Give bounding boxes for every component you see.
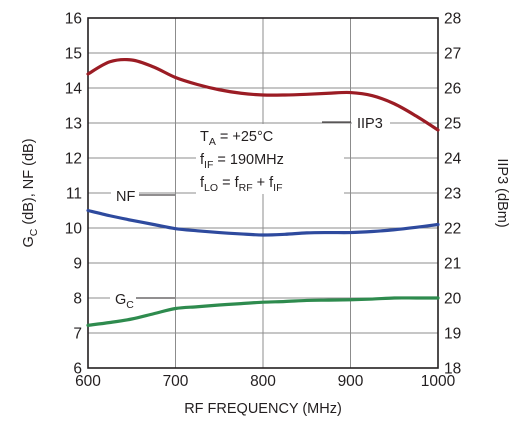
series-labels: IIP3 NF GC <box>110 113 390 311</box>
anno-flo-s3: IF <box>273 182 282 194</box>
y-tick-label-right: 22 <box>444 221 461 238</box>
series-line-iip3 <box>86 57 440 132</box>
x-tick-label: 900 <box>338 373 364 390</box>
annotation-temperature: TA = +25°C <box>200 129 273 148</box>
y-tick-label-left: 13 <box>65 116 82 133</box>
anno-flo-p2: = f <box>218 175 240 191</box>
x-tick-label: 700 <box>163 373 189 390</box>
annotation-lo-frequency: fLO = fRF + fIF <box>200 175 283 194</box>
anno-ta-sub: A <box>209 136 216 148</box>
ylabel-left-main: G <box>21 236 37 247</box>
anno-flo-p1: f <box>200 175 205 191</box>
annotation-background <box>196 124 344 194</box>
anno-flo-p3: + f <box>253 175 275 191</box>
label-gc-main: G <box>115 292 126 308</box>
annotation-if-frequency: fIF = 190MHz <box>200 152 284 171</box>
y-tick-label-right: 27 <box>444 46 461 63</box>
y-axis-title-right: IIP3 (dBm) <box>494 158 510 227</box>
plot-frame <box>87 17 439 369</box>
series-line-g <box>86 296 440 327</box>
x-tick-label: 600 <box>75 373 101 390</box>
y-tick-label-left: 6 <box>73 361 82 378</box>
label-nf-background <box>111 186 139 205</box>
x-tick-label: 1000 <box>421 373 456 390</box>
ylabel-left-rest: (dB), NF (dB) <box>21 138 37 228</box>
y-tick-label-right: 24 <box>444 151 462 168</box>
anno-fif-main: f <box>200 152 205 168</box>
label-gc: GC <box>115 292 134 311</box>
y-tick-label-left: 16 <box>65 11 82 28</box>
y-tick-label-right: 19 <box>444 326 461 343</box>
tick-labels: 600 700 800 900 1000 6 7 8 9 10 11 12 13 14 15 16 18 19 20… <box>65 11 462 391</box>
y-tick-label-right: 25 <box>444 116 461 133</box>
y-tick-label-right: 26 <box>444 81 461 98</box>
series-line-nf <box>86 208 440 237</box>
label-gc-sub: C <box>126 299 134 311</box>
series-lines <box>86 57 440 327</box>
label-iip3-background <box>352 113 390 132</box>
y-tick-label-left: 9 <box>73 256 82 273</box>
y-tick-label-left: 7 <box>73 326 82 343</box>
label-gc-background <box>110 288 136 310</box>
y-tick-label-right: 18 <box>444 361 461 378</box>
x-axis-title: RF FREQUENCY (MHz) <box>184 401 342 417</box>
label-iip3: IIP3 <box>357 116 383 132</box>
y-tick-label-right: 20 <box>444 291 462 308</box>
anno-flo-s2: RF <box>239 182 253 194</box>
anno-fif-rest: = 190MHz <box>213 152 284 168</box>
label-nf: NF <box>116 189 135 205</box>
ylabel-left-sub: C <box>28 228 40 236</box>
y-tick-label-left: 14 <box>65 81 83 98</box>
x-tick-label: 800 <box>250 373 276 390</box>
y-tick-label-left: 11 <box>66 186 82 203</box>
annotation-block: TA = +25°C fIF = 190MHz fLO = fRF + fIF <box>196 124 344 194</box>
y-tick-label-left: 10 <box>65 221 83 238</box>
y-tick-label-left: 12 <box>65 151 82 168</box>
y-tick-label-right: 23 <box>444 186 461 203</box>
anno-ta-rest: = +25°C <box>216 129 273 145</box>
anno-flo-s1: LO <box>204 182 218 194</box>
y-tick-label-left: 15 <box>65 46 82 63</box>
y-tick-label-right: 21 <box>444 256 461 273</box>
y-tick-label-right: 28 <box>444 11 461 28</box>
anno-ta-main: T <box>200 129 209 145</box>
anno-fif-sub: IF <box>204 159 213 171</box>
y-tick-label-left: 8 <box>73 291 82 308</box>
y-axis-title-left: GC (dB), NF (dB) <box>21 138 40 247</box>
